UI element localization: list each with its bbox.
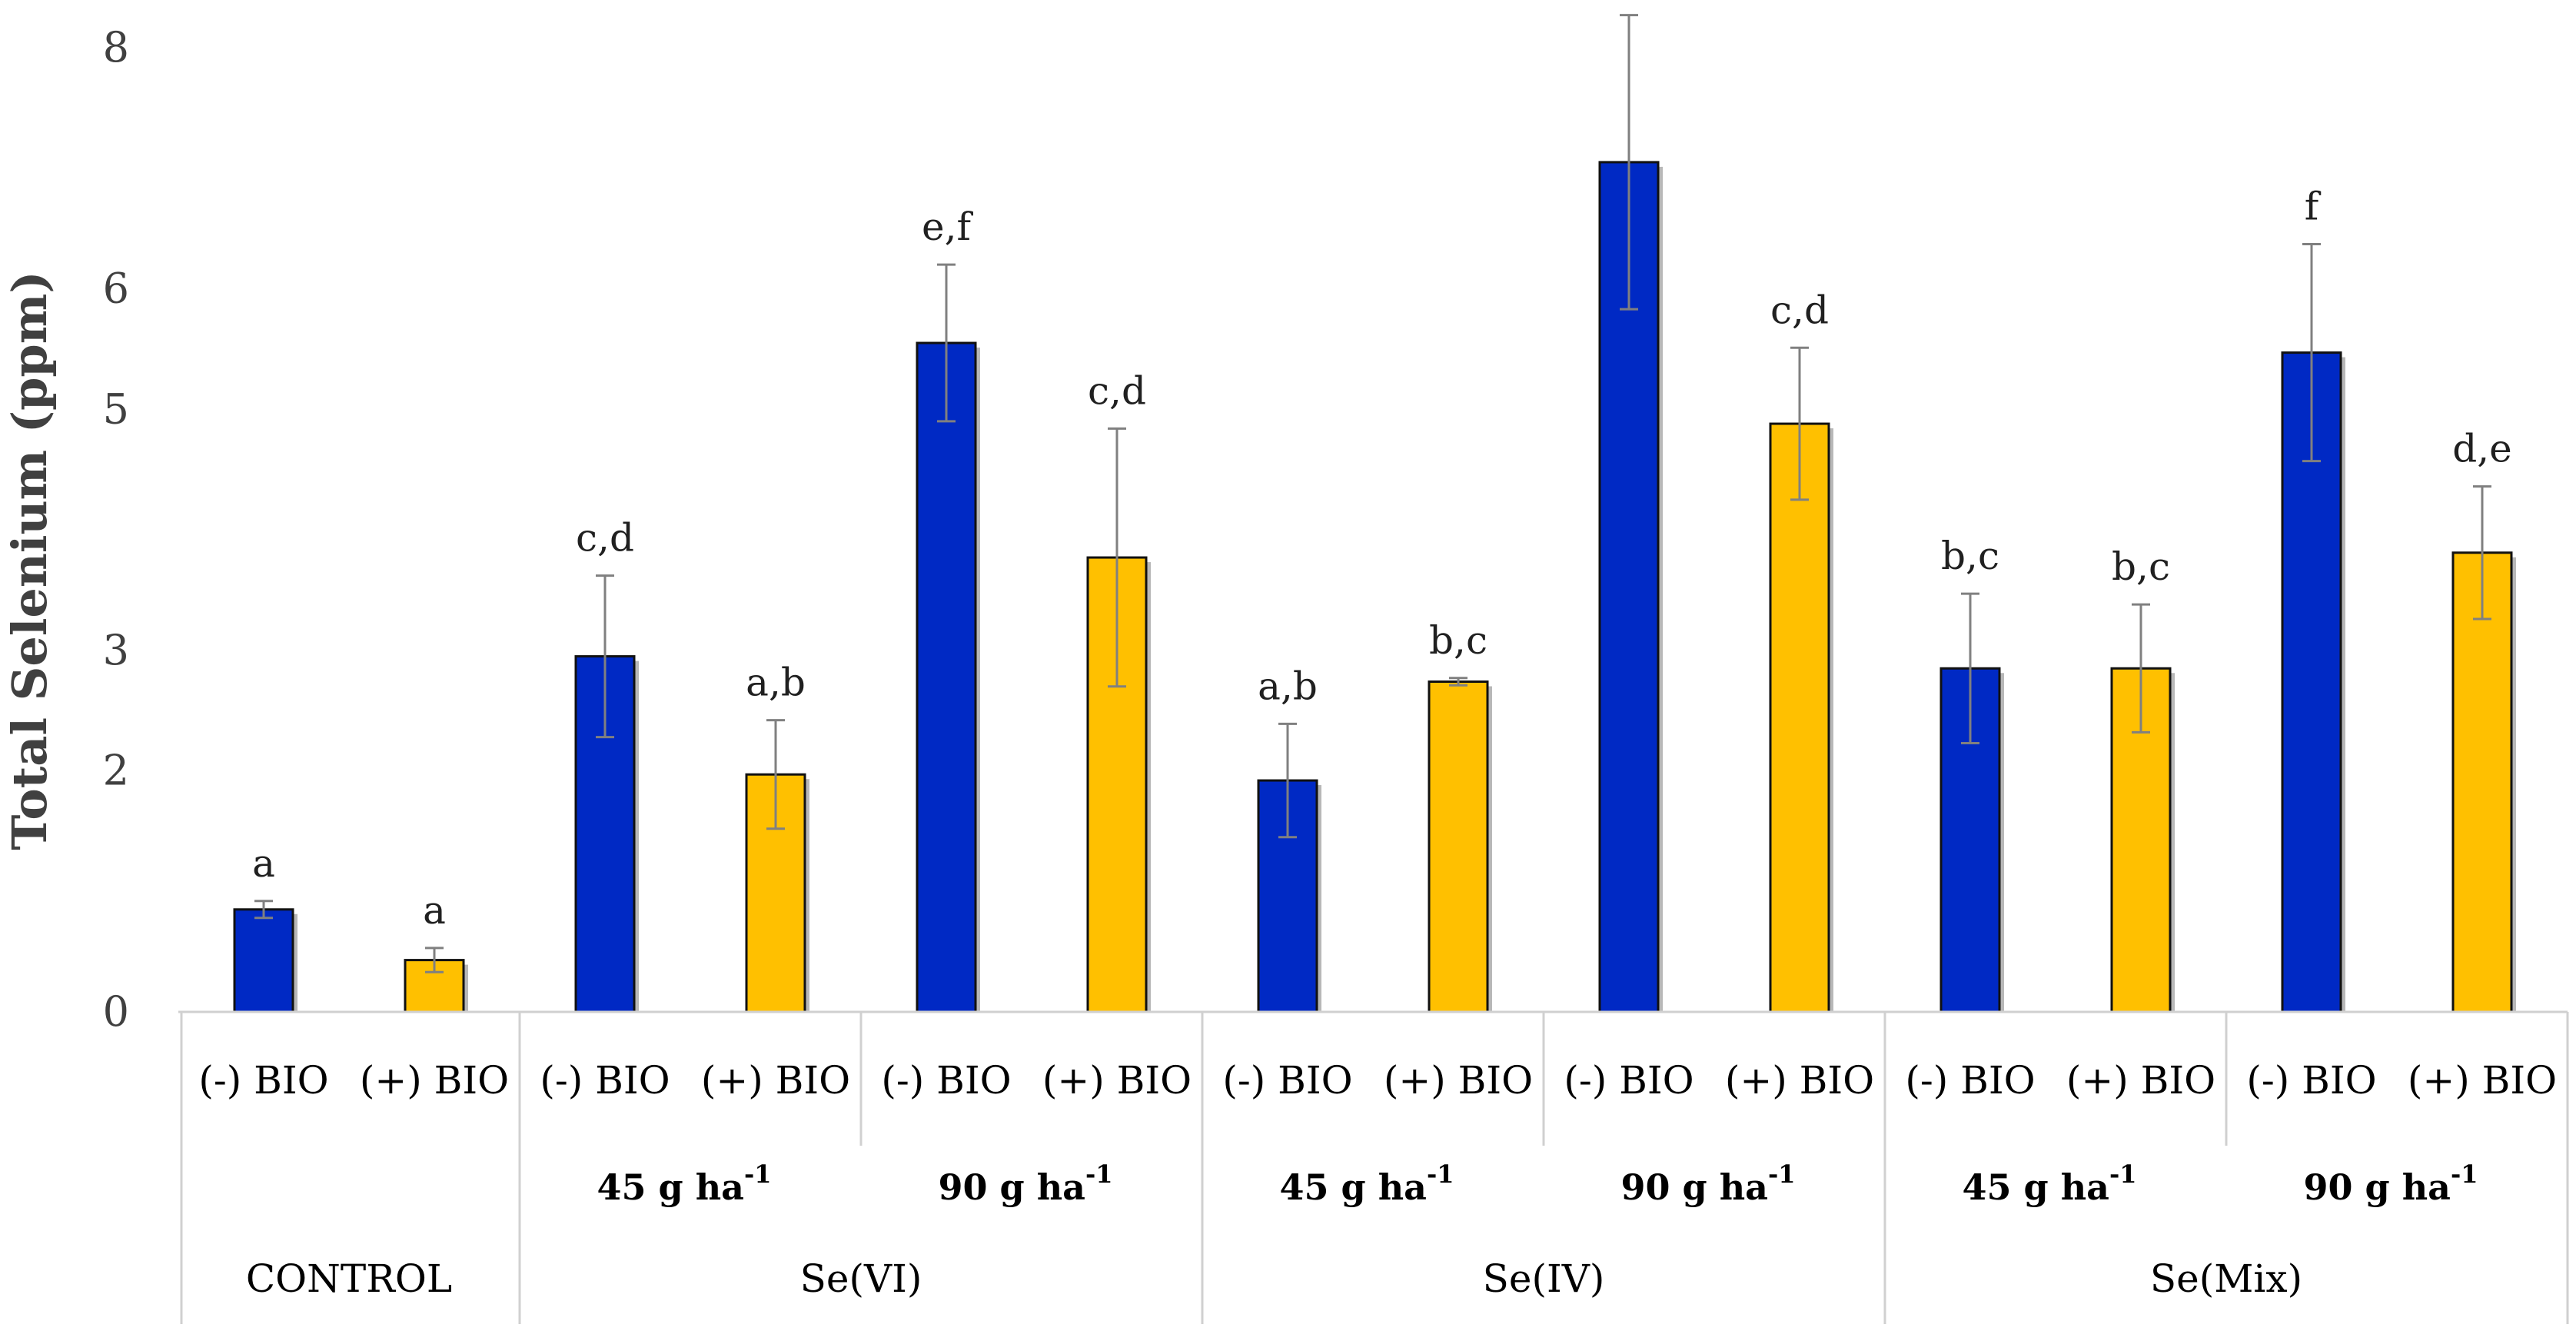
bar xyxy=(2451,551,2513,1013)
rate-superscript: -1 xyxy=(2451,1160,2478,1189)
x-axis-table: (-) BIO (+) BIO (-) BIO (+) BIO (-) BIO (+) B… xyxy=(178,1010,2569,1324)
significance-label: f xyxy=(2305,185,2322,229)
rate-label: 45 g ha-1 xyxy=(1962,1160,2136,1208)
rate-label: 90 g ha-1 xyxy=(938,1160,1112,1208)
x-tick-label: (+) BIO xyxy=(1384,1058,1533,1103)
x-tick-label: (-) BIO xyxy=(1564,1058,1694,1103)
bar-group: d,e xyxy=(2451,427,2516,1013)
rate-superscript: -1 xyxy=(744,1160,772,1189)
group-label: Se(Mix) xyxy=(2150,1256,2302,1301)
rate-label: 45 g ha-1 xyxy=(597,1160,771,1208)
rate-superscript: -1 xyxy=(1085,1160,1113,1189)
bar-group: c,d xyxy=(574,516,639,1013)
y-tick-label: 2 xyxy=(103,747,129,795)
significance-label: b,c xyxy=(1429,618,1487,663)
significance-label: b,c xyxy=(2112,544,2170,589)
significance-label: c,d xyxy=(576,516,634,561)
x-tick-label: (-) BIO xyxy=(1905,1058,2035,1103)
rate-superscript: -1 xyxy=(1768,1160,1796,1189)
significance-label: a xyxy=(252,841,275,886)
bar-group: a xyxy=(233,841,297,1013)
rate-label: 90 g ha-1 xyxy=(1620,1160,1795,1208)
rate-superscript: -1 xyxy=(1427,1160,1454,1189)
bar-group: c,d xyxy=(1086,368,1151,1013)
bar-group: c,d xyxy=(1769,288,1833,1013)
y-tick-label: 6 xyxy=(103,265,129,313)
bar-group: b,c xyxy=(2110,544,2175,1013)
rate-label: 90 g ha-1 xyxy=(2303,1160,2478,1208)
bar-group: a xyxy=(404,888,468,1013)
bar-group: b,c xyxy=(1428,618,1492,1013)
x-tick-label: (+) BIO xyxy=(1725,1058,1874,1103)
significance-label: a xyxy=(423,888,446,933)
significance-label: b,c xyxy=(1941,534,1999,578)
significance-label: d,e xyxy=(2452,427,2512,471)
significance-label: e,f xyxy=(922,205,973,249)
group-label: Se(IV) xyxy=(1483,1256,1605,1301)
x-tick-label: (-) BIO xyxy=(198,1058,328,1103)
bar-group: e,f xyxy=(1598,14,1663,1013)
y-tick-label: 3 xyxy=(103,626,129,674)
bar-group: b,c xyxy=(1939,534,2004,1013)
rate-superscript: -1 xyxy=(2109,1160,2137,1189)
bar-group: a,b xyxy=(745,661,809,1013)
x-tick-label: (-) BIO xyxy=(540,1058,670,1103)
x-tick-label: (-) BIO xyxy=(2246,1058,2376,1103)
bar xyxy=(916,341,977,1013)
bar xyxy=(1769,422,1830,1013)
y-tick-label: 5 xyxy=(103,384,129,433)
significance-label: a,b xyxy=(746,661,806,705)
y-axis-title: Total Selenium (ppm) xyxy=(2,271,58,850)
bar xyxy=(233,908,294,1013)
significance-label: c,d xyxy=(1088,368,1146,413)
bar-group: a,b xyxy=(1257,664,1321,1013)
bar-group: e,f xyxy=(916,205,980,1013)
x-tick-label: (+) BIO xyxy=(1042,1058,1192,1103)
y-axis: 0 2 3 5 6 8 xyxy=(103,23,129,1036)
bars-layer: a a c,d a,b e,f c,d a,b b,c e,f c,d b,c b,c f d,e xyxy=(233,14,2516,1013)
y-tick-label: 8 xyxy=(103,23,129,72)
significance-label: c,d xyxy=(1770,288,1829,332)
rate-label: 45 g ha-1 xyxy=(1279,1160,1454,1208)
x-tick-label: (+) BIO xyxy=(2408,1058,2557,1103)
x-tick-label: (+) BIO xyxy=(701,1058,850,1103)
group-label: CONTROL xyxy=(246,1256,452,1301)
x-tick-label: (-) BIO xyxy=(881,1058,1011,1103)
x-tick-label: (-) BIO xyxy=(1222,1058,1352,1103)
x-tick-label: (+) BIO xyxy=(2066,1058,2215,1103)
bar xyxy=(1428,680,1489,1013)
group-label: Se(VI) xyxy=(800,1256,922,1301)
significance-label: a,b xyxy=(1258,664,1318,708)
y-tick-label: 0 xyxy=(103,987,129,1036)
bar-group: f xyxy=(2281,185,2345,1013)
x-tick-label: (+) BIO xyxy=(360,1058,509,1103)
